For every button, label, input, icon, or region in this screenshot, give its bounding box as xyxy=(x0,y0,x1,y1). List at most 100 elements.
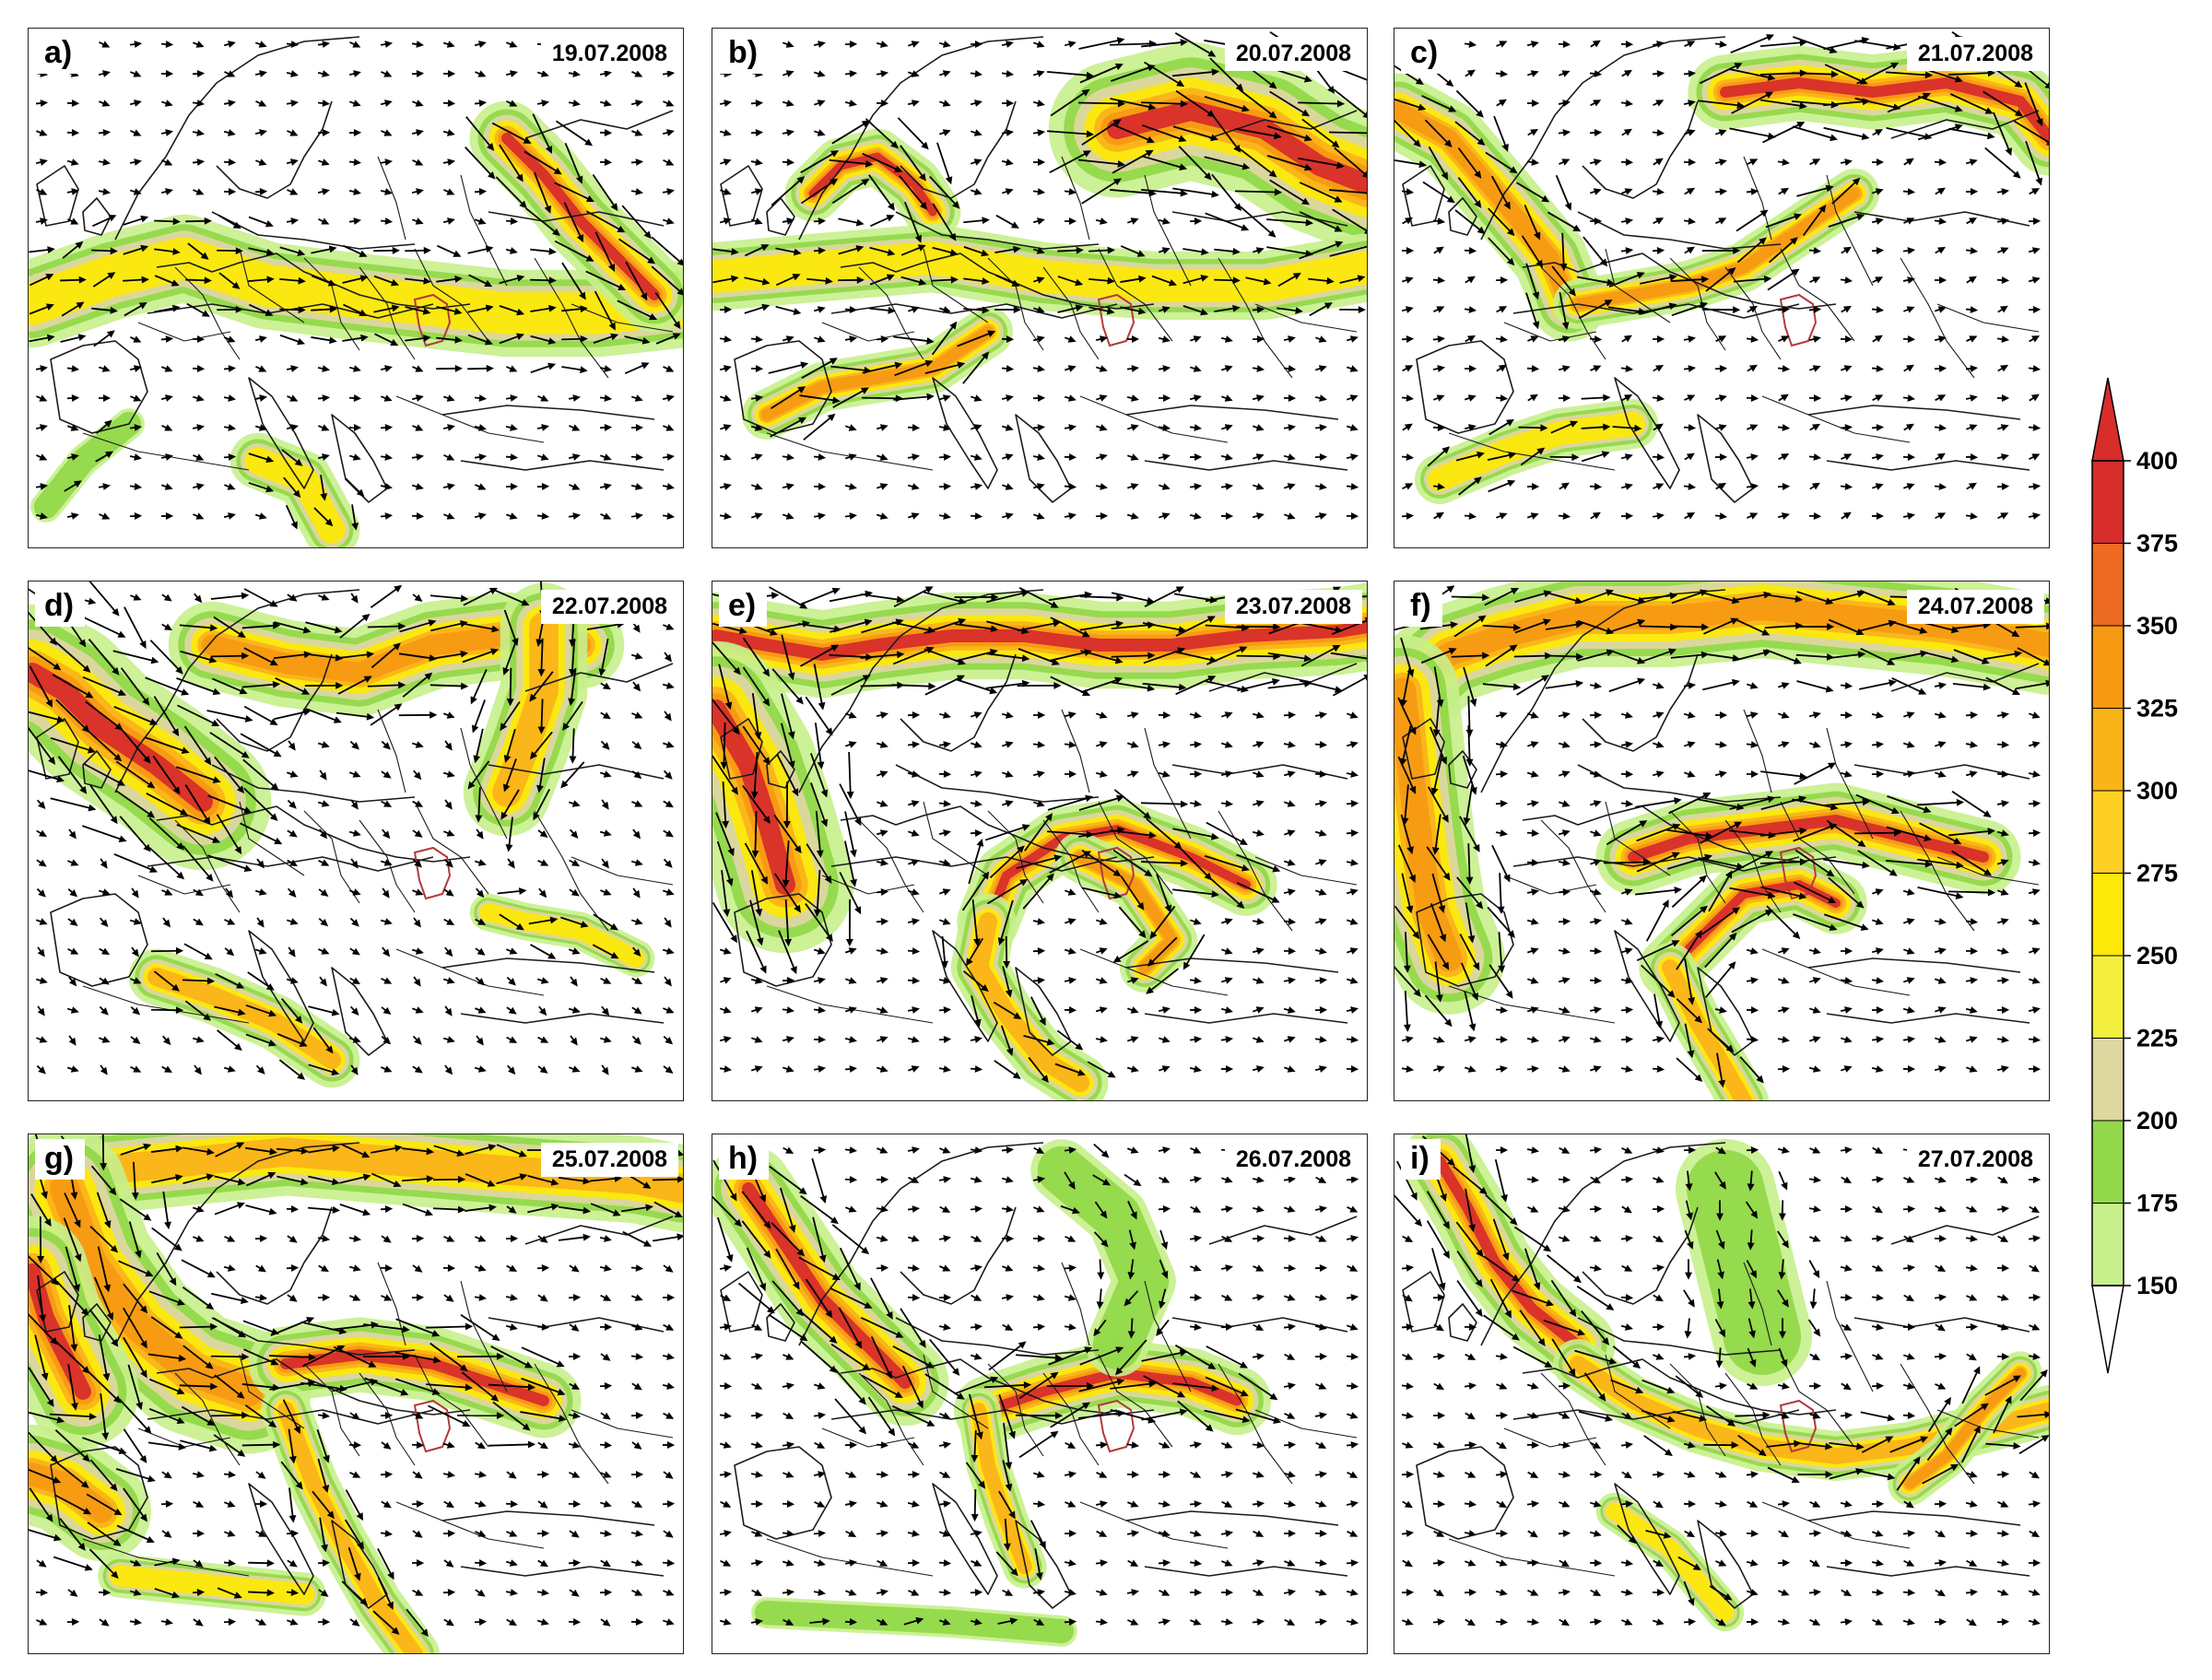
wind-arrow xyxy=(1734,651,1769,662)
wind-arrow-head xyxy=(1564,202,1572,211)
wind-arrow-head xyxy=(579,291,586,300)
wind-arrow-head xyxy=(666,453,676,461)
wind-arrow xyxy=(1405,932,1408,970)
wind-arrow-head xyxy=(1531,888,1540,896)
wind-arrow-head xyxy=(200,252,209,260)
wind-arrow-head xyxy=(447,100,456,107)
wind-arrow-head xyxy=(414,1264,423,1273)
wind-arrow-head xyxy=(1655,217,1665,225)
wind-arrow-head xyxy=(943,1065,952,1073)
coastline xyxy=(840,805,1155,863)
wind-arrow xyxy=(742,785,770,822)
wind-arrow xyxy=(1917,858,1961,867)
wind-arrow-head xyxy=(76,301,85,310)
wind-arrow-head xyxy=(1876,453,1884,461)
wind-arrow-head xyxy=(288,889,297,899)
wind-arrow xyxy=(1524,205,1540,238)
wind-arrow-head xyxy=(1907,1065,1916,1073)
wind-arrow-head xyxy=(37,1007,45,1016)
wind-arrow-head xyxy=(723,365,732,372)
wind-arrow-head xyxy=(478,453,488,461)
wind-arrow-head xyxy=(1437,483,1446,490)
wind-arrow-head xyxy=(1161,1036,1171,1043)
panel-date: 20.07.2008 xyxy=(1224,37,1362,71)
wind-arrow xyxy=(339,615,369,639)
wind-arrow-head xyxy=(1068,770,1077,778)
wind-arrow-head xyxy=(1702,793,1712,800)
wind-arrow xyxy=(561,761,585,787)
wind-arrow-head xyxy=(415,800,424,807)
wind-arrow-head xyxy=(1970,977,1979,984)
wind-arrow-head xyxy=(1067,394,1077,402)
wind-arrow-head xyxy=(447,70,456,77)
wind-arrow xyxy=(1735,210,1767,232)
wind-arrow-head xyxy=(2000,829,2009,837)
wind-arrow-head xyxy=(2032,365,2041,372)
wind-arrow xyxy=(308,1063,337,1075)
wind-arrow-head xyxy=(40,512,48,520)
wind-arrow xyxy=(1499,873,1502,911)
country-border xyxy=(1669,810,1726,904)
wind-arrow-head xyxy=(40,100,49,107)
wind-arrow-head xyxy=(2032,770,2041,778)
wind-arrow xyxy=(312,1027,333,1052)
wind-arrow-head xyxy=(1830,134,1839,142)
wind-arrow xyxy=(89,1226,117,1251)
wind-arrow xyxy=(1577,619,1612,634)
wind-arrow-head xyxy=(172,217,181,226)
wind-arrow-head xyxy=(1099,918,1108,925)
wind-arrow-head xyxy=(1512,623,1522,631)
wind-arrow-head xyxy=(603,888,612,896)
wind-arrow xyxy=(771,668,803,703)
wind-arrow-head xyxy=(1255,1006,1265,1014)
wind-arrow-head xyxy=(1053,681,1062,689)
coastline xyxy=(1582,653,1699,752)
wind-arrow-head xyxy=(1036,306,1045,313)
wind-arrow-head xyxy=(1113,891,1123,899)
wind-arrow-head xyxy=(486,142,495,151)
wind-arrow-head xyxy=(100,1163,108,1171)
wind-arrow-head xyxy=(1750,188,1759,195)
wind-arrow xyxy=(527,1204,557,1214)
wind-arrow-head xyxy=(1147,103,1157,111)
wind-arrow-head xyxy=(827,413,836,422)
wind-arrow-head xyxy=(353,70,361,77)
wind-arrow-head xyxy=(665,100,675,107)
wind-arrow-head xyxy=(257,1264,266,1273)
wind-arrow-head xyxy=(1540,424,1548,432)
wind-arrow-head xyxy=(500,811,508,820)
wind-arrow-head xyxy=(1499,41,1508,48)
wind-arrow-head xyxy=(879,1006,888,1014)
wind-arrow xyxy=(182,979,213,982)
wind-arrow xyxy=(1266,155,1311,170)
wind-arrow-head xyxy=(274,837,283,845)
wind-arrow xyxy=(1178,846,1211,879)
wind-arrow-head xyxy=(71,394,80,402)
wind-arrow-head xyxy=(958,597,967,605)
coastline xyxy=(156,805,471,863)
wind-arrow-head xyxy=(100,977,110,985)
wind-arrow xyxy=(1793,824,1835,842)
wind-arrow-head xyxy=(1200,308,1209,316)
wind-arrow-head xyxy=(1987,69,1996,77)
wind-arrow-head xyxy=(509,41,518,48)
coastline xyxy=(840,253,1155,310)
wind-arrow-head xyxy=(382,770,392,779)
wind-arrow xyxy=(90,1165,116,1194)
wind-arrow-head xyxy=(1413,139,1421,147)
wind-arrow-head xyxy=(1655,741,1665,748)
wind-arrow-head xyxy=(70,1344,78,1352)
wind-arrow xyxy=(527,1174,557,1185)
wind-arrow-head xyxy=(571,830,579,840)
wind-arrow xyxy=(1467,696,1471,734)
wind-arrow-head xyxy=(724,306,733,313)
wind-arrow-head xyxy=(1267,229,1277,238)
wind-arrow-head xyxy=(890,140,899,149)
wind-arrow xyxy=(175,766,219,782)
wind-arrow-head xyxy=(70,424,79,431)
wind-arrow-head xyxy=(1319,741,1328,748)
wind-arrow-head xyxy=(1593,888,1602,896)
wind-arrow-head xyxy=(194,1066,202,1075)
wind-arrow-head xyxy=(1562,918,1571,925)
wind-arrow-head xyxy=(1826,869,1835,877)
